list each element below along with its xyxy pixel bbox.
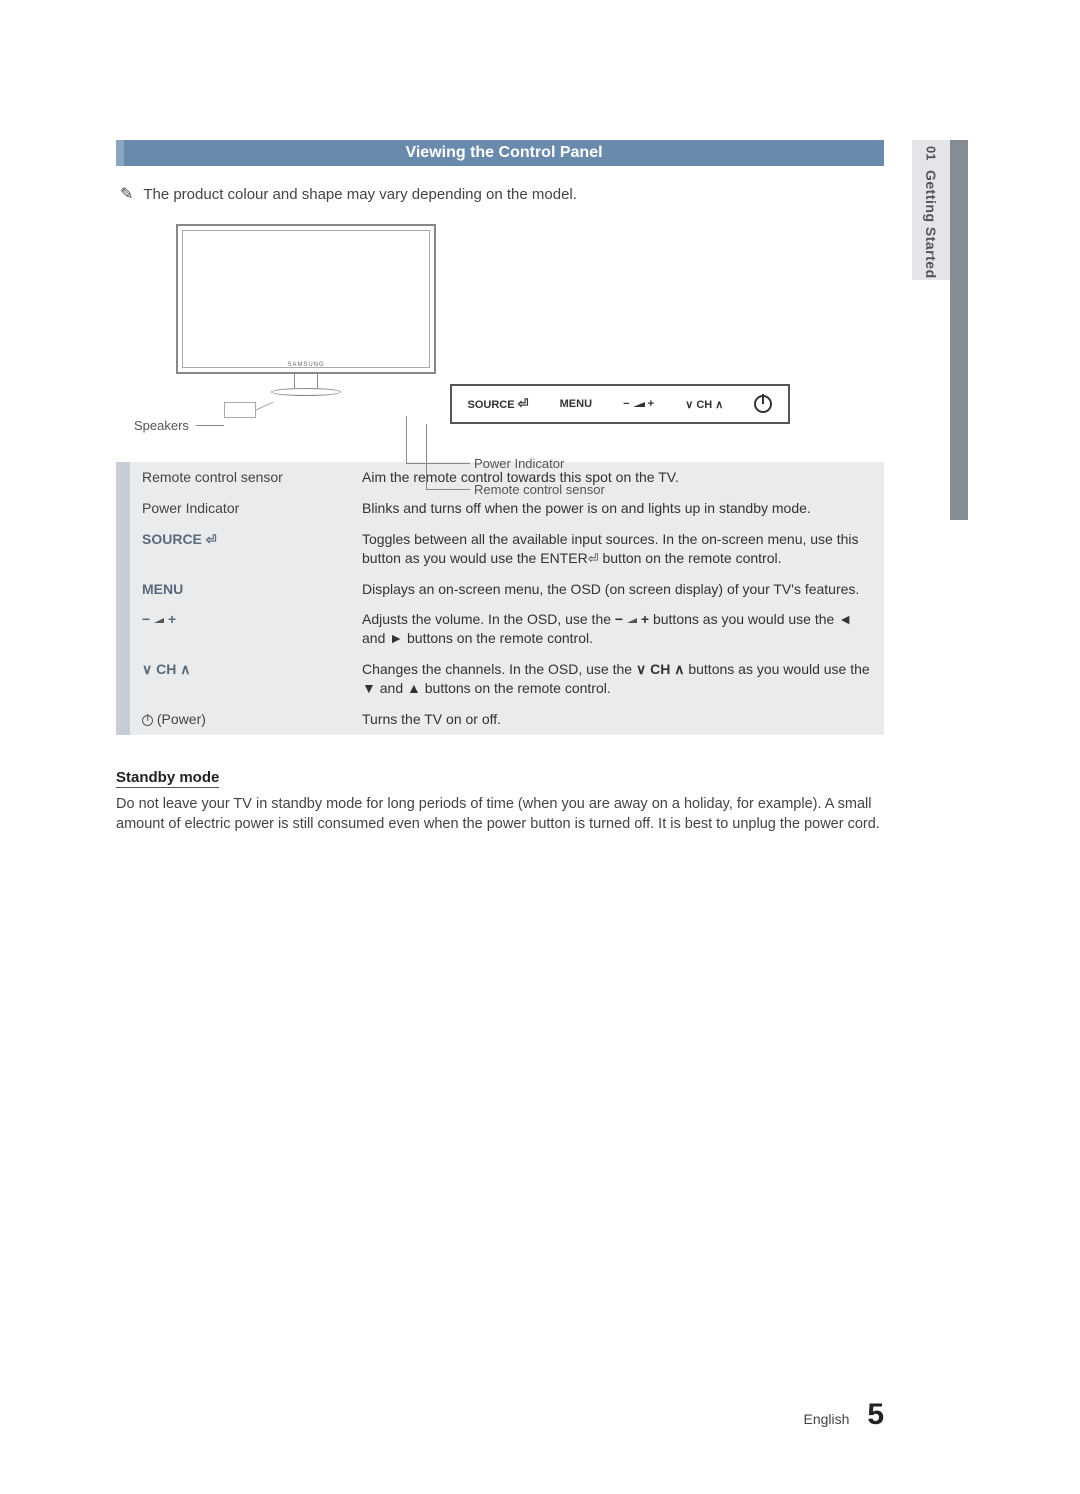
note-text: The product colour and shape may vary de… (143, 186, 577, 203)
control-panel-callout: SOURCE ⏎ MENU − + ∨ CH ∧ (450, 384, 790, 424)
footer-page-number: 5 (867, 1398, 884, 1431)
table-row: MENU Displays an on-screen menu, the OSD… (116, 574, 884, 605)
note-line: ✎ The product colour and shape may vary … (120, 184, 884, 204)
label-speakers: Speakers (134, 418, 189, 433)
table-row: ∨ CH ∧ Changes the channels. In the OSD,… (116, 654, 884, 704)
leader-line (196, 425, 224, 426)
standby-heading: Standby mode (116, 769, 219, 788)
panel-source: SOURCE ⏎ (468, 396, 529, 412)
row-label: (Power) (116, 704, 336, 735)
table-row: SOURCE ⏎ Toggles between all the availab… (116, 524, 884, 574)
panel-ch: ∨ CH ∧ (685, 398, 723, 411)
leader-line (406, 463, 470, 464)
row-label: MENU (116, 574, 336, 605)
footer-lang: English (804, 1411, 850, 1427)
row-label: SOURCE ⏎ (116, 524, 336, 574)
leader-line (426, 489, 470, 490)
chapter-label: Getting Started (923, 170, 939, 279)
row-label: Remote control sensor (116, 462, 336, 493)
row-desc: Displays an on-screen menu, the OSD (on … (336, 574, 884, 605)
row-label: Power Indicator (116, 493, 336, 524)
tv-brand: SAMSUNG (287, 362, 324, 368)
volume-icon (627, 618, 637, 623)
panel-vol: − + (623, 398, 654, 410)
row-desc: Adjusts the volume. In the OSD, use the … (336, 604, 884, 654)
enter-icon: ⏎ (206, 532, 217, 547)
table-row: − + Adjusts the volume. In the OSD, use … (116, 604, 884, 654)
row-desc: Aim the remote control towards this spot… (336, 462, 884, 493)
chapter-tab-light: 01 Getting Started (912, 140, 950, 280)
leader-line (406, 416, 407, 463)
volume-icon (633, 402, 645, 407)
standby-body: Do not leave your TV in standby mode for… (116, 794, 884, 835)
standby-section: Standby mode Do not leave your TV in sta… (116, 769, 884, 835)
row-desc: Turns the TV on or off. (336, 704, 884, 735)
leader-line (426, 424, 427, 489)
power-icon (754, 395, 772, 413)
row-label: − + (116, 604, 336, 654)
label-remote-sensor: Remote control sensor (474, 482, 605, 497)
chapter-number: 01 (924, 146, 939, 160)
tv-stand-neck (294, 374, 318, 388)
section-header: Viewing the Control Panel (116, 140, 884, 166)
volume-icon (154, 618, 164, 623)
table-row: Power Indicator Blinks and turns off whe… (116, 493, 884, 524)
panel-menu: MENU (560, 398, 592, 410)
row-desc: Toggles between all the available input … (336, 524, 884, 574)
note-icon: ✎ (120, 186, 133, 203)
enter-icon: ⏎ (518, 396, 529, 411)
row-label: ∨ CH ∧ (116, 654, 336, 704)
tv-stand-base (271, 388, 341, 396)
tv-screen (182, 230, 430, 368)
tv-frame: SAMSUNG (176, 224, 436, 374)
row-desc: Blinks and turns off when the power is o… (336, 493, 884, 524)
row-desc: Changes the channels. In the OSD, use th… (336, 654, 884, 704)
page-footer: English 5 (116, 1398, 884, 1432)
chapter-tab-dark (950, 140, 968, 520)
tv-diagram: SAMSUNG SOURCE ⏎ MENU − + ∨ CH ∧ Speaker… (116, 224, 884, 444)
label-power-indicator: Power Indicator (474, 456, 564, 471)
table-row: (Power) Turns the TV on or off. (116, 704, 884, 735)
speaker-icon (224, 402, 256, 418)
controls-table: Remote control sensor Aim the remote con… (116, 462, 884, 735)
power-icon (142, 715, 153, 726)
enter-icon: ⏎ (588, 551, 599, 566)
